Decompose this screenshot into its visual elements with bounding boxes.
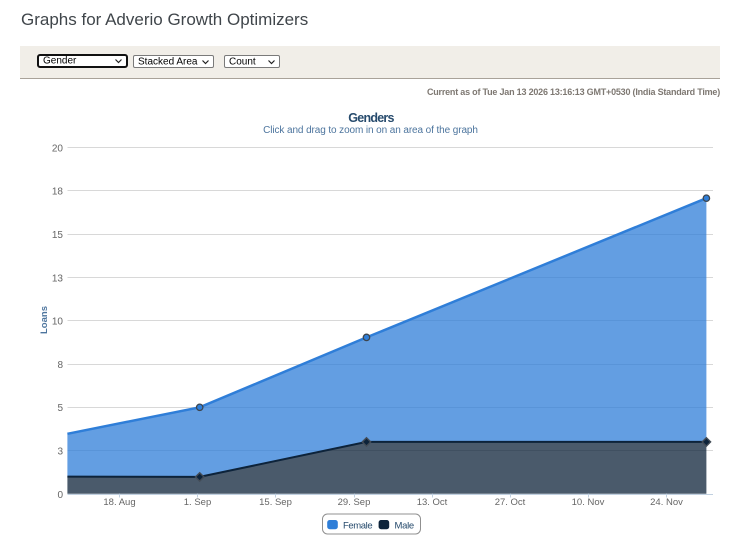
svg-text:24. Nov: 24. Nov xyxy=(650,497,683,508)
svg-text:27. Oct: 27. Oct xyxy=(495,497,526,508)
svg-text:0: 0 xyxy=(57,490,63,501)
svg-text:Click and drag to zoom in on a: Click and drag to zoom in on an area of … xyxy=(263,125,478,136)
svg-text:15. Sep: 15. Sep xyxy=(259,497,292,508)
svg-text:1. Sep: 1. Sep xyxy=(184,497,211,508)
svg-text:13: 13 xyxy=(52,273,64,284)
svg-text:5: 5 xyxy=(57,403,63,414)
svg-text:18: 18 xyxy=(52,187,64,198)
svg-text:10. Nov: 10. Nov xyxy=(572,497,605,508)
svg-text:Genders: Genders xyxy=(348,111,394,125)
svg-text:15: 15 xyxy=(52,230,64,241)
svg-text:10: 10 xyxy=(52,317,64,328)
svg-text:13. Oct: 13. Oct xyxy=(417,497,448,508)
svg-text:20: 20 xyxy=(52,143,64,154)
svg-text:8: 8 xyxy=(57,360,63,371)
svg-text:18. Aug: 18. Aug xyxy=(103,497,135,508)
svg-text:Female: Female xyxy=(343,520,372,531)
svg-text:Loans: Loans xyxy=(39,306,50,334)
svg-text:29. Sep: 29. Sep xyxy=(338,497,371,508)
svg-text:Male: Male xyxy=(395,520,414,531)
svg-text:3: 3 xyxy=(57,447,63,458)
